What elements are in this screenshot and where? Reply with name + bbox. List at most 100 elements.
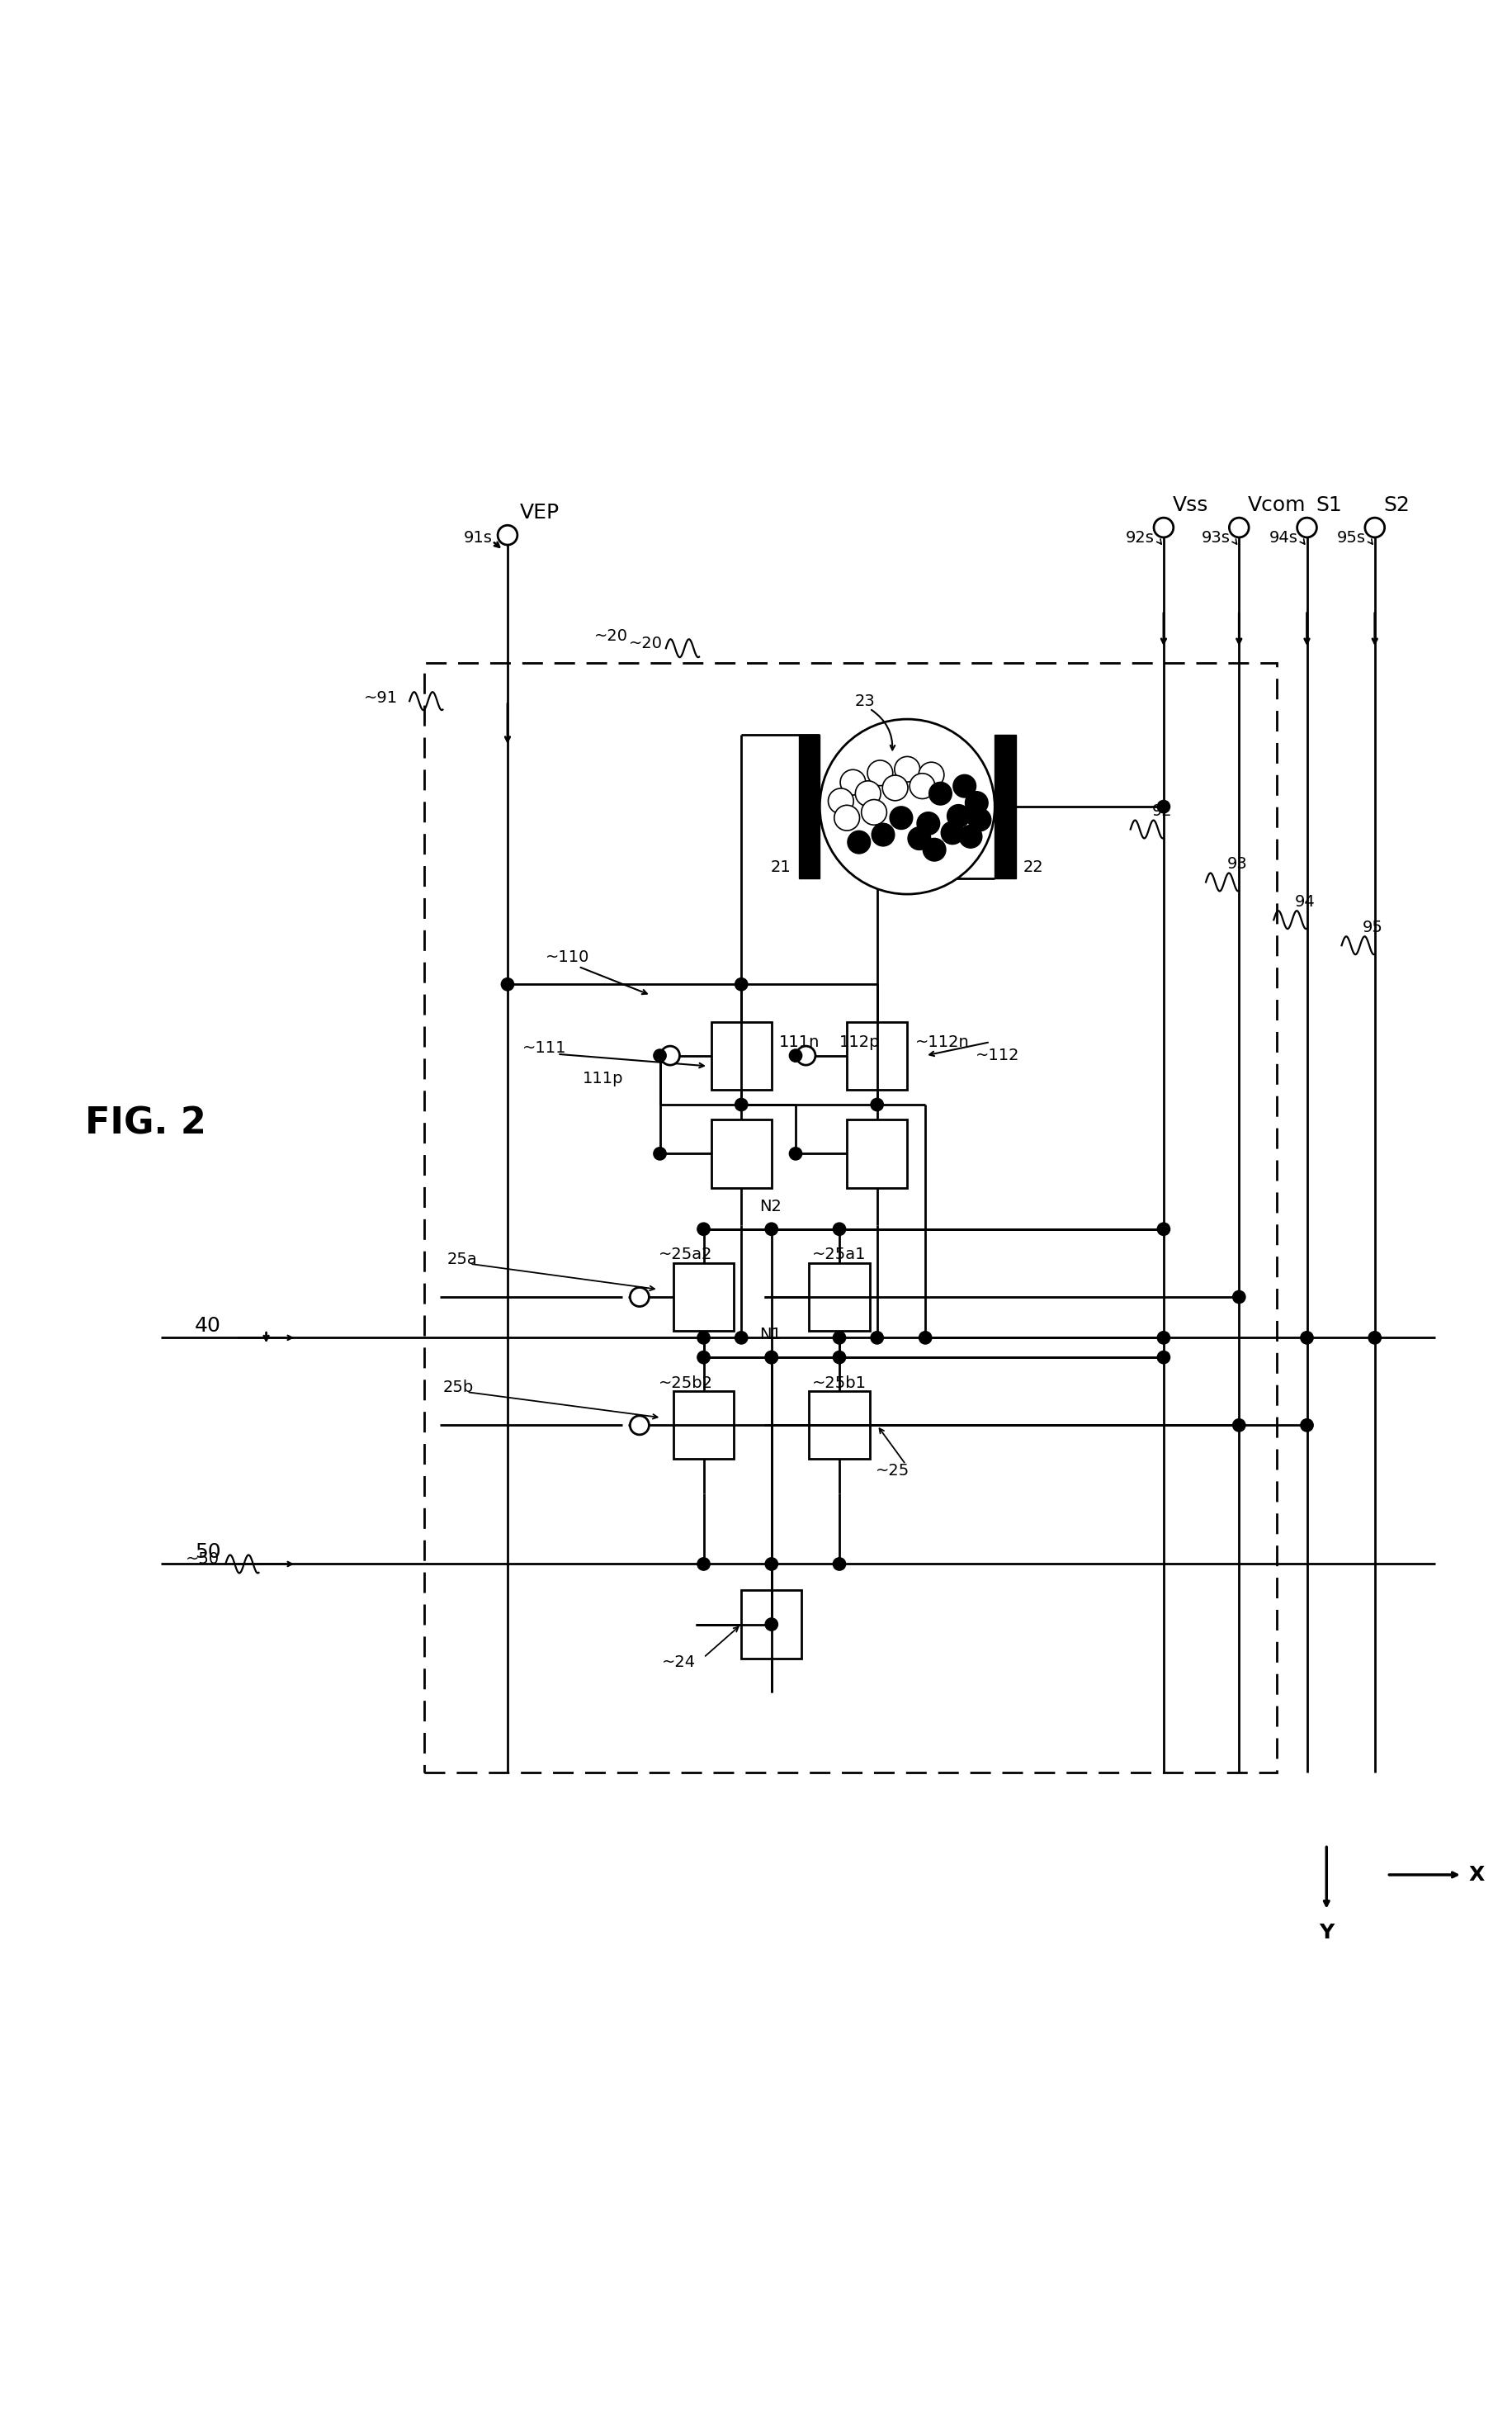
Text: ~25: ~25 [875, 1462, 909, 1479]
Text: 40: 40 [195, 1316, 221, 1335]
Circle shape [1300, 1331, 1312, 1345]
Bar [425, 663, 1276, 1772]
Circle shape [653, 1148, 665, 1161]
Circle shape [866, 760, 892, 787]
Circle shape [765, 1617, 777, 1632]
Circle shape [1296, 517, 1315, 537]
Text: N2: N2 [759, 1199, 782, 1214]
Circle shape [907, 828, 930, 850]
Text: 94: 94 [1294, 894, 1314, 910]
Text: 22: 22 [1022, 860, 1043, 874]
Circle shape [889, 806, 912, 830]
Text: Y: Y [1318, 1923, 1334, 1942]
Circle shape [697, 1224, 709, 1236]
Circle shape [922, 838, 945, 862]
Circle shape [847, 830, 869, 855]
Circle shape [765, 1224, 777, 1236]
Text: 111n: 111n [779, 1034, 820, 1049]
Text: ~20: ~20 [594, 629, 627, 643]
Circle shape [860, 799, 886, 826]
Circle shape [918, 762, 943, 787]
Circle shape [854, 782, 880, 806]
Circle shape [833, 1350, 845, 1365]
Circle shape [697, 1559, 709, 1571]
Text: Vcom: Vcom [1247, 495, 1305, 515]
Bar [995, 736, 1015, 879]
Circle shape [820, 719, 995, 894]
Circle shape [795, 1046, 815, 1066]
Text: S1: S1 [1315, 495, 1341, 515]
Text: FIG. 2: FIG. 2 [85, 1105, 206, 1141]
Circle shape [871, 1331, 883, 1345]
Bar [711, 1119, 771, 1187]
Text: ~112: ~112 [975, 1049, 1019, 1063]
Text: 23: 23 [854, 694, 874, 709]
Circle shape [1157, 1224, 1169, 1236]
Circle shape [959, 826, 981, 847]
Bar [741, 1590, 801, 1658]
Circle shape [661, 1046, 679, 1066]
Circle shape [833, 1331, 845, 1345]
Circle shape [629, 1416, 649, 1435]
Text: 21: 21 [770, 860, 791, 874]
Circle shape [629, 1287, 649, 1306]
Circle shape [1368, 1331, 1380, 1345]
Text: 95s: 95s [1337, 529, 1365, 546]
Circle shape [947, 804, 969, 828]
Circle shape [1157, 1331, 1169, 1345]
Circle shape [765, 1350, 777, 1365]
Circle shape [653, 1049, 665, 1061]
Text: ~50: ~50 [186, 1551, 219, 1568]
Text: ~25b2: ~25b2 [658, 1374, 712, 1391]
Circle shape [940, 821, 963, 845]
Text: 111p: 111p [582, 1071, 623, 1085]
Circle shape [871, 1097, 883, 1112]
Circle shape [735, 1331, 747, 1345]
Bar [847, 1022, 907, 1090]
Circle shape [765, 1350, 777, 1365]
Text: 91s: 91s [464, 529, 493, 546]
Text: ~25a2: ~25a2 [658, 1248, 712, 1263]
Text: ~24: ~24 [662, 1653, 696, 1670]
Circle shape [928, 782, 951, 806]
Circle shape [735, 1097, 747, 1112]
Bar [809, 1263, 869, 1331]
Text: 93s: 93s [1201, 529, 1229, 546]
Text: ~25a1: ~25a1 [812, 1248, 866, 1263]
Circle shape [953, 775, 975, 796]
Bar [809, 1391, 869, 1459]
Text: ~91: ~91 [363, 690, 398, 707]
Text: 25b: 25b [443, 1379, 473, 1396]
Circle shape [1229, 517, 1249, 537]
Circle shape [881, 775, 907, 801]
Circle shape [894, 758, 919, 782]
Text: 95: 95 [1362, 920, 1382, 935]
Circle shape [1157, 1350, 1169, 1365]
Circle shape [1300, 1418, 1312, 1433]
Circle shape [918, 1331, 931, 1345]
Circle shape [1154, 517, 1173, 537]
Circle shape [789, 1049, 801, 1061]
Circle shape [697, 1331, 709, 1345]
Text: 92: 92 [1151, 804, 1172, 818]
Text: ~25b1: ~25b1 [812, 1374, 866, 1391]
Text: Vss: Vss [1172, 495, 1208, 515]
Text: 112p: 112p [839, 1034, 880, 1049]
Text: 93: 93 [1226, 857, 1247, 872]
Circle shape [827, 789, 853, 813]
Circle shape [833, 1559, 845, 1571]
Bar [711, 1022, 771, 1090]
Text: 92s: 92s [1125, 529, 1154, 546]
Circle shape [497, 524, 517, 544]
Bar [798, 736, 820, 879]
Text: N1: N1 [759, 1326, 782, 1343]
Text: X: X [1468, 1865, 1483, 1884]
Circle shape [1232, 1292, 1244, 1304]
Circle shape [833, 806, 859, 830]
Circle shape [1364, 517, 1383, 537]
Circle shape [916, 811, 939, 835]
Circle shape [500, 978, 514, 991]
Bar [673, 1263, 733, 1331]
Circle shape [1157, 801, 1169, 813]
Circle shape [765, 1559, 777, 1571]
